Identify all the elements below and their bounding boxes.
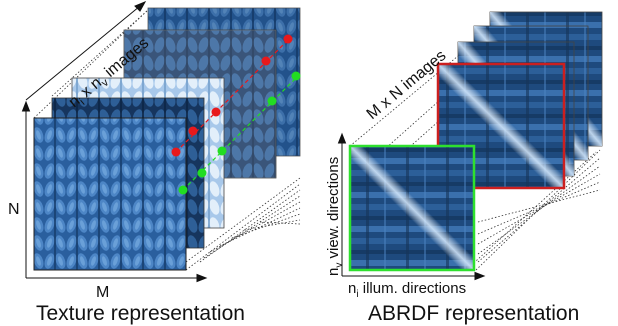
green-marker [178, 185, 188, 195]
axis-label-view-directions: nv view. directions [325, 157, 345, 276]
abrdf-stack [348, 11, 603, 272]
red-marker [171, 147, 181, 157]
caption-abrdf: ABRDF representation [368, 302, 579, 325]
green-marker [197, 168, 207, 178]
abrdf-green-frame-image [348, 144, 476, 272]
red-marker [188, 126, 198, 136]
stack-depth-lines [33, 9, 301, 271]
abrdf-axes [337, 132, 486, 281]
caption-texture: Texture representation [36, 302, 245, 325]
green-marker [217, 146, 227, 156]
red-marker [211, 107, 221, 117]
green-marker [267, 96, 277, 106]
axis-label-m: M [96, 284, 109, 301]
red-marker [283, 34, 293, 44]
red-marker [261, 56, 271, 66]
green-marker [291, 71, 301, 81]
axis-label-illum-directions: ni illum. directions [348, 280, 466, 300]
svg-text:M x N images: M x N images [364, 47, 450, 123]
texture-layer-front [33, 117, 187, 271]
red-pixel-trace [171, 34, 293, 157]
abrdf-stack-label: M x N images [364, 47, 450, 123]
axis-label-n: N [8, 201, 20, 218]
texture-axes [21, 1, 208, 283]
green-pixel-trace [178, 71, 301, 195]
texture-stack [33, 7, 301, 271]
